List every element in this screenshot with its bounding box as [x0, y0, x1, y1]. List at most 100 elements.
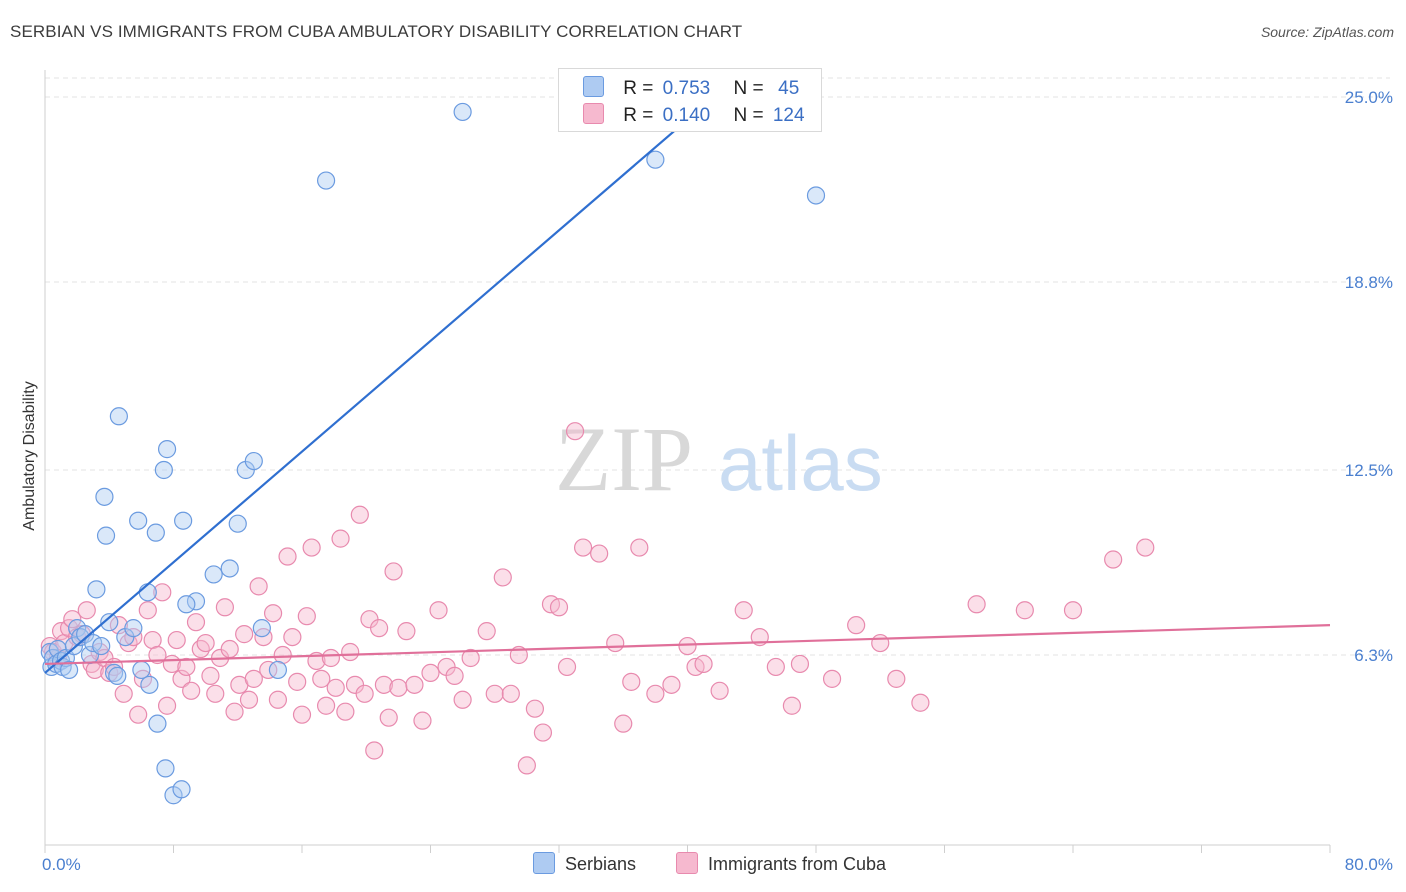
legend-item-cuba[interactable]: Immigrants from Cuba: [676, 852, 886, 875]
cuba-point-117: [967, 595, 986, 614]
cuba-point-103: [678, 636, 697, 656]
cuba-point-34: [196, 633, 215, 653]
cuba-point-87: [501, 684, 520, 703]
y-tick-label-0: 6.3%: [1354, 646, 1393, 665]
legend-r-label: R =: [623, 78, 659, 99]
legend-swatch-blue: [583, 76, 604, 97]
cuba-point-53: [288, 672, 307, 691]
cuba-point-63: [336, 702, 355, 721]
cuba-point-70: [370, 619, 389, 638]
cuba-point-51: [278, 547, 297, 566]
legend-row-cuba: R = 0.140 N = 124: [583, 103, 805, 127]
cuba-point-115: [887, 669, 906, 688]
serbians-point-34: [157, 440, 177, 459]
cuba-point-26: [157, 696, 177, 715]
y-tick-label-1: 12.5%: [1345, 461, 1393, 480]
legend-label-serbians: Serbians: [565, 854, 637, 874]
cuba-point-72: [379, 708, 398, 727]
cuba-point-35: [201, 666, 220, 685]
serbians-point-33: [154, 460, 173, 480]
cuba-point-82: [453, 690, 472, 709]
y-tick-labels: 6.3% 12.5% 18.8% 25.0%: [1345, 88, 1393, 665]
cuba-point-76: [405, 675, 424, 694]
cuba-point-55: [297, 607, 316, 626]
cuba-point-28: [167, 630, 186, 650]
serbians-point-48: [138, 583, 157, 602]
trend-line-cuba: [44, 624, 1331, 666]
legend-label-cuba: Immigrants from Cuba: [708, 854, 887, 874]
watermark: ZIP atlas: [555, 408, 883, 510]
x-tick-label-1: 80.0%: [1345, 855, 1393, 874]
trend-lines: [44, 84, 1331, 674]
serbians-point-24: [148, 714, 167, 733]
cuba-point-91: [533, 723, 553, 742]
y-axis-label: Ambulatory Disability: [21, 381, 38, 530]
cuba-point-107: [734, 601, 753, 620]
cuba-point-77: [413, 711, 432, 730]
cuba-point-58: [312, 669, 331, 688]
cuba-point-40: [225, 702, 244, 721]
source-label: Source: ZipAtlas.com: [1260, 24, 1394, 40]
serbians-point-28: [129, 511, 148, 530]
serbians-point-23: [140, 675, 159, 694]
series-immigrants-from-cuba: [40, 422, 1155, 775]
cuba-point-66: [350, 505, 369, 524]
legend-swatch-pink: [583, 103, 604, 124]
serbians-point-31: [109, 407, 128, 426]
cuba-point-114: [871, 633, 890, 653]
grid-lines: [45, 77, 1390, 656]
cuba-point-86: [493, 568, 512, 587]
x-tick-labels: 0.0% 80.0%: [42, 855, 1393, 874]
cuba-point-102: [662, 675, 681, 694]
cuba-point-89: [517, 756, 536, 775]
cuba-point-62: [331, 529, 350, 548]
cuba-point-59: [316, 696, 336, 715]
cuba-point-69: [365, 741, 384, 760]
cuba-point-98: [606, 633, 625, 653]
cuba-point-32: [186, 613, 206, 632]
cuba-point-17: [114, 684, 133, 703]
serbians-point-29: [95, 487, 114, 506]
cuba-point-45: [249, 577, 268, 596]
cuba-point-122: [622, 672, 641, 691]
serbians-point-49: [177, 595, 196, 614]
cuba-point-110: [782, 696, 802, 715]
serbians-point-39: [228, 514, 247, 533]
serbians-point-42: [252, 619, 271, 638]
watermark-zip: ZIP: [555, 408, 693, 510]
legend-swatch-cuba: [676, 852, 698, 874]
cuba-point-109: [766, 657, 785, 677]
cuba-point-101: [646, 684, 665, 703]
serbians-point-27: [172, 780, 191, 799]
cuba-point-105: [694, 654, 713, 674]
serbians-point-30: [96, 526, 116, 545]
serbians-point-15: [87, 580, 106, 599]
legend-n-value: 45: [772, 78, 800, 99]
cuba-point-30: [177, 657, 196, 677]
cuba-point-39: [220, 639, 239, 659]
serbians-point-43: [268, 660, 288, 680]
cuba-point-33: [191, 639, 210, 659]
serbians-point-16: [92, 636, 111, 656]
cuba-point-47: [259, 660, 278, 680]
y-tick-label-3: 25.0%: [1345, 88, 1393, 107]
cuba-point-49: [268, 690, 288, 709]
cuba-point-24: [148, 645, 167, 665]
cuba-point-85: [485, 684, 504, 703]
legend-r-value: 0.753: [662, 78, 711, 99]
stats-legend: R = 0.753 N = 45 R = 0.140 N = 124: [558, 68, 822, 132]
cuba-point-118: [1015, 601, 1034, 620]
cuba-point-56: [302, 538, 321, 557]
legend-item-serbians[interactable]: Serbians: [533, 852, 636, 875]
cuba-point-25: [153, 583, 172, 602]
cuba-point-120: [1104, 550, 1123, 569]
serbians-point-19: [108, 666, 127, 685]
y-tick-label-2: 18.8%: [1345, 273, 1393, 292]
cuba-point-106: [710, 681, 729, 700]
serbians-point-47: [806, 186, 826, 205]
cuba-point-31: [182, 681, 201, 700]
axes: [44, 70, 1331, 853]
cuba-point-90: [525, 699, 545, 718]
cuba-point-61: [326, 678, 345, 697]
